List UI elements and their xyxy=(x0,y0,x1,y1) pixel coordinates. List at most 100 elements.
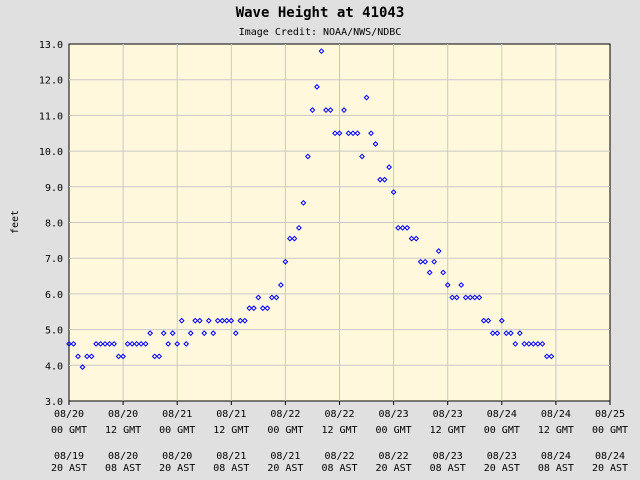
x-tick-label-ast-date: 08/23 xyxy=(487,451,517,462)
data-point xyxy=(296,224,302,231)
data-point xyxy=(138,340,145,347)
data-point xyxy=(282,258,289,265)
x-tick-label-ast-date: 08/21 xyxy=(216,451,246,462)
x-tick-label-gmt-time: 00 GMT xyxy=(159,425,195,436)
data-point xyxy=(174,340,181,347)
x-tick-label-gmt-time: 12 GMT xyxy=(321,425,357,436)
x-tick-label-ast-date: 08/24 xyxy=(595,451,625,462)
x-tick-label-gmt-date: 08/24 xyxy=(541,409,571,420)
x-tick-label-gmt-time: 00 GMT xyxy=(376,425,412,436)
y-tick-label: 12.0 xyxy=(39,76,63,87)
data-point xyxy=(354,130,361,137)
x-tick-label-gmt-date: 08/21 xyxy=(162,409,192,420)
data-point xyxy=(187,330,194,337)
data-point xyxy=(75,353,81,360)
chart-title: Wave Height at 41043 xyxy=(236,5,405,21)
data-point xyxy=(480,317,487,324)
y-tick-label: 8.0 xyxy=(45,219,63,230)
x-tick-label-ast-date: 08/22 xyxy=(324,451,354,462)
data-point xyxy=(246,305,253,312)
data-point xyxy=(300,199,307,206)
x-tick-label-gmt-date: 08/22 xyxy=(324,409,354,420)
data-point xyxy=(160,330,167,337)
data-point xyxy=(183,340,190,347)
x-tick-label-ast-time: 08 AST xyxy=(213,463,249,474)
data-point xyxy=(503,330,510,337)
data-point xyxy=(512,340,519,347)
data-point xyxy=(196,317,203,324)
data-point xyxy=(156,353,163,360)
data-point xyxy=(404,224,411,231)
data-point xyxy=(314,83,320,90)
data-point xyxy=(273,294,280,301)
y-tick-label: 9.0 xyxy=(45,183,63,194)
data-point xyxy=(205,317,212,324)
x-tick-label-ast-date: 08/21 xyxy=(270,451,300,462)
y-tick-label: 7.0 xyxy=(45,254,63,265)
x-tick-label-ast-date: 08/24 xyxy=(541,451,571,462)
data-point xyxy=(530,340,537,347)
data-point xyxy=(219,317,226,324)
data-point xyxy=(534,340,541,347)
x-tick-label-gmt-date: 08/20 xyxy=(108,409,138,420)
data-point xyxy=(422,258,429,265)
data-point xyxy=(327,107,334,113)
x-tick-label-ast-time: 20 AST xyxy=(376,463,412,474)
data-point xyxy=(192,317,199,324)
y-tick-label: 13.0 xyxy=(39,40,63,51)
data-point xyxy=(494,330,501,337)
data-point xyxy=(106,340,113,347)
data-point xyxy=(169,330,176,337)
data-point xyxy=(516,330,523,337)
x-tick-label-gmt-date: 08/23 xyxy=(433,409,463,420)
data-point xyxy=(543,353,550,360)
y-axis-ticks: 3.0 4.0 5.0 6.0 7.0 8.0 9.0 10.0 11.0 12.0 13.0 xyxy=(39,40,63,408)
data-point xyxy=(413,235,420,242)
data-point xyxy=(408,235,415,242)
chart-subtitle: Image Credit: NOAA/NWS/NDBC xyxy=(239,27,402,38)
data-point xyxy=(305,153,311,160)
data-point xyxy=(129,340,136,347)
data-point xyxy=(264,305,271,312)
data-point xyxy=(345,130,352,137)
data-point xyxy=(214,317,221,324)
x-tick-label-ast-date: 08/20 xyxy=(108,451,138,462)
data-point xyxy=(165,340,172,347)
y-tick-label: 3.0 xyxy=(45,397,63,408)
x-tick-label-gmt-date: 08/21 xyxy=(216,409,246,420)
data-point xyxy=(241,317,248,324)
data-point xyxy=(124,340,131,347)
data-point xyxy=(521,340,528,347)
x-tick-label-gmt-date: 08/24 xyxy=(487,409,517,420)
x-tick-label-gmt-time: 12 GMT xyxy=(430,425,466,436)
data-point xyxy=(390,189,397,196)
data-point xyxy=(142,340,149,347)
data-point xyxy=(399,224,406,231)
data-point xyxy=(359,153,365,160)
data-point xyxy=(449,294,456,301)
data-point xyxy=(66,340,72,347)
x-tick-label-gmt-date: 08/22 xyxy=(270,409,300,420)
y-tick-label: 4.0 xyxy=(45,361,63,372)
data-point xyxy=(120,353,127,360)
x-tick-label-ast-time: 08 AST xyxy=(105,463,141,474)
y-tick-label: 11.0 xyxy=(39,111,63,122)
data-point xyxy=(84,353,90,360)
x-tick-label-gmt-date: 08/25 xyxy=(595,409,625,420)
data-point xyxy=(287,235,293,242)
x-tick-label-gmt-date: 08/23 xyxy=(379,409,409,420)
x-tick-label-ast-time: 20 AST xyxy=(484,463,520,474)
data-point xyxy=(462,294,469,301)
x-tick-label-gmt-time: 00 GMT xyxy=(267,425,303,436)
data-point xyxy=(291,235,298,242)
data-point xyxy=(453,294,460,301)
data-point xyxy=(426,269,433,276)
data-point xyxy=(548,353,555,360)
data-point xyxy=(458,282,465,288)
data-point xyxy=(223,317,230,324)
data-point xyxy=(332,130,338,137)
data-point xyxy=(79,364,86,370)
data-point xyxy=(228,317,235,324)
x-tick-label-gmt-date: 08/20 xyxy=(54,409,84,420)
